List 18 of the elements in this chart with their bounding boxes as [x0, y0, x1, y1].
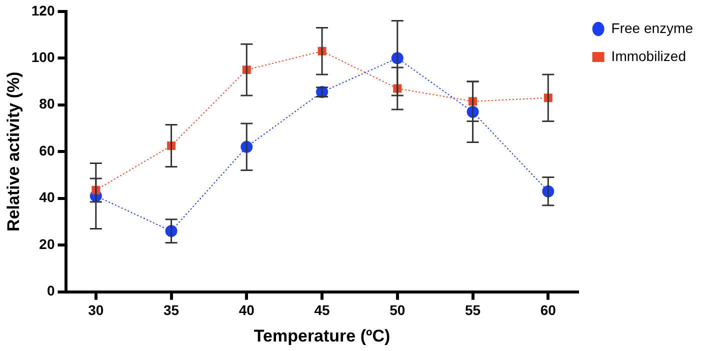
y-tick-label: 60: [39, 142, 55, 158]
x-tick-label: 60: [540, 302, 556, 318]
x-tick-label: 40: [238, 302, 255, 318]
y-tick-label: 100: [31, 48, 55, 65]
x-tick-label: 35: [163, 302, 180, 318]
y-axis-title: Relative activity (%): [4, 72, 23, 232]
legend-label: Immobilized: [611, 48, 686, 64]
x-tick-label: 50: [390, 302, 406, 318]
y-tick-label: 40: [39, 189, 55, 206]
y-tick-label: 0: [46, 282, 55, 299]
x-tick-label: 55: [464, 302, 481, 318]
y-tick-label: 80: [39, 96, 55, 112]
y-tick-label: 20: [39, 236, 55, 252]
x-tick-label: 30: [88, 302, 104, 318]
x-axis-title: Temperature (ºC): [254, 326, 390, 346]
y-tick-label: 120: [31, 2, 55, 18]
x-tick-label: 45: [314, 302, 330, 318]
legend-label: Free enzyme: [611, 20, 694, 36]
